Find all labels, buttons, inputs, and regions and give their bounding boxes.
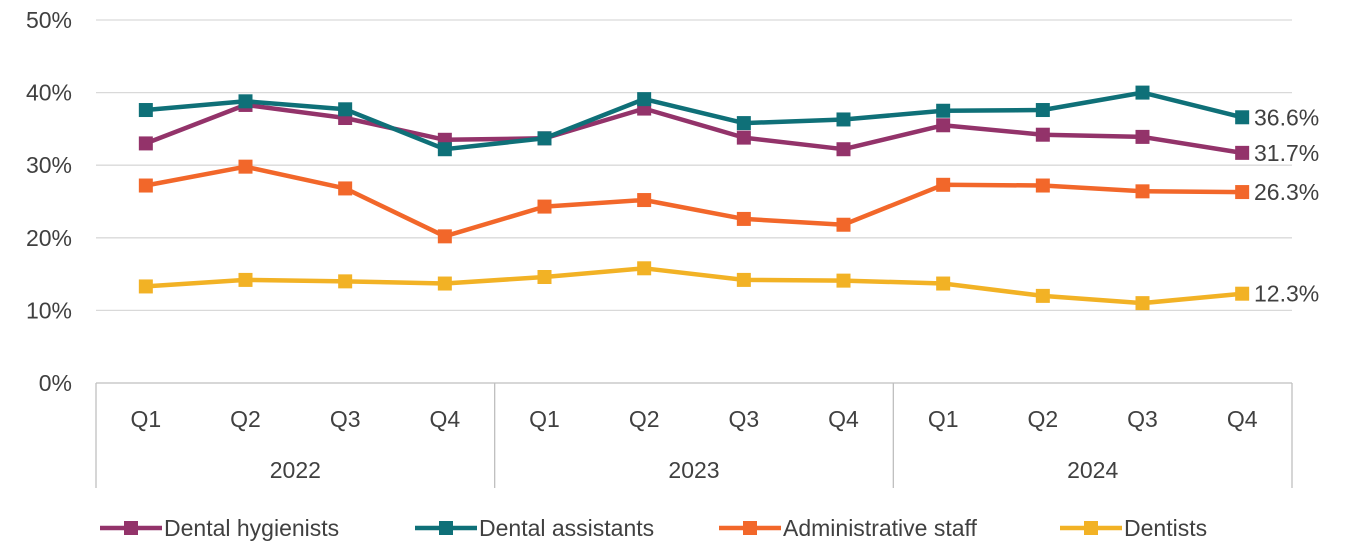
data-point [736,272,751,287]
data-point [1035,288,1050,303]
data-point [1235,110,1250,125]
data-point [637,193,652,208]
x-tick-label: Q3 [728,406,759,432]
data-point [936,118,951,133]
data-point [338,102,353,117]
data-point [1135,296,1150,311]
x-tick-label: Q1 [529,406,560,432]
legend-label: Administrative staff [783,515,977,541]
x-group-label: 2022 [270,457,321,483]
series-line [145,266,1243,306]
x-tick-label: Q2 [1027,406,1058,432]
x-tick-label: Q1 [928,406,959,432]
data-point [437,229,452,244]
data-point [138,279,153,294]
end-value-label: 26.3% [1254,179,1319,205]
data-point [637,92,652,107]
data-point [1135,129,1150,144]
data-point [238,272,253,287]
x-tick-label: Q4 [429,406,460,432]
y-tick-label: 30% [26,152,72,178]
data-point [1135,184,1150,199]
x-tick-label: Q1 [130,406,161,432]
y-axis-tick-labels: 0% 10% 20% 30% 40% 50% [26,7,72,396]
series-dental-assistants [138,85,1250,157]
x-axis: Q1 Q2 Q3 Q4 Q1 Q2 Q3 Q4 Q1 Q2 Q3 Q4 2022 2023 2024 [95,382,1293,488]
data-point [238,94,253,109]
x-tick-label: Q3 [330,406,361,432]
data-point [836,273,851,288]
data-point [138,136,153,151]
data-point [537,131,552,146]
series-administrative-staff [138,159,1250,244]
legend-item: Dental hygienists [100,515,339,541]
end-labels: 31.7% 36.6% 26.3% 12.3% [1254,104,1319,306]
series-dentists [138,261,1250,311]
legend-item: Dental assistants [415,515,654,541]
legend-item: Dentists [1060,515,1207,541]
data-point [238,159,253,174]
y-tick-label: 50% [26,7,72,33]
data-point [1035,178,1050,193]
data-point [138,103,153,118]
data-point [936,103,951,118]
data-point [338,274,353,289]
x-tick-label: Q2 [230,406,261,432]
x-tick-label: Q2 [629,406,660,432]
legend-label: Dental hygienists [164,515,339,541]
data-point [736,116,751,131]
data-point [836,142,851,157]
legend-label: Dental assistants [479,515,654,541]
x-tick-label: Q3 [1127,406,1158,432]
data-point [437,142,452,157]
data-point [537,199,552,214]
data-point [936,276,951,291]
legend-label: Dentists [1124,515,1207,541]
data-point [1035,127,1050,142]
data-point [138,178,153,193]
data-point [736,130,751,145]
data-point [537,270,552,285]
data-point [1235,185,1250,200]
y-tick-label: 10% [26,297,72,323]
gridlines [96,19,1292,312]
x-group-label: 2024 [1067,457,1118,483]
data-point [1135,85,1150,100]
y-tick-label: 20% [26,225,72,251]
data-point [637,261,652,276]
end-value-label: 31.7% [1254,140,1319,166]
legend: Dental hygienists Dental assistants Admini… [100,515,1207,541]
data-point [1235,145,1250,160]
end-value-label: 36.6% [1254,104,1319,130]
data-point [1035,103,1050,118]
y-tick-label: 0% [39,370,72,396]
legend-swatch-marker [439,521,453,535]
x-tick-label: Q4 [828,406,859,432]
x-group-label: 2023 [668,457,719,483]
data-point [338,181,353,196]
y-tick-label: 40% [26,80,72,106]
series-group [138,85,1250,311]
series-line [145,164,1243,239]
data-point [836,217,851,232]
end-value-label: 12.3% [1254,281,1319,307]
data-point [1235,286,1250,301]
data-point [836,112,851,127]
data-point [736,211,751,226]
data-point [437,276,452,291]
x-tick-label: Q4 [1227,406,1258,432]
legend-swatch-marker [124,521,138,535]
data-point [936,177,951,192]
series-line [145,90,1243,152]
legend-swatch-marker [743,521,757,535]
legend-swatch-marker [1084,521,1098,535]
series-line [144,102,1243,156]
legend-item: Administrative staff [719,515,977,541]
